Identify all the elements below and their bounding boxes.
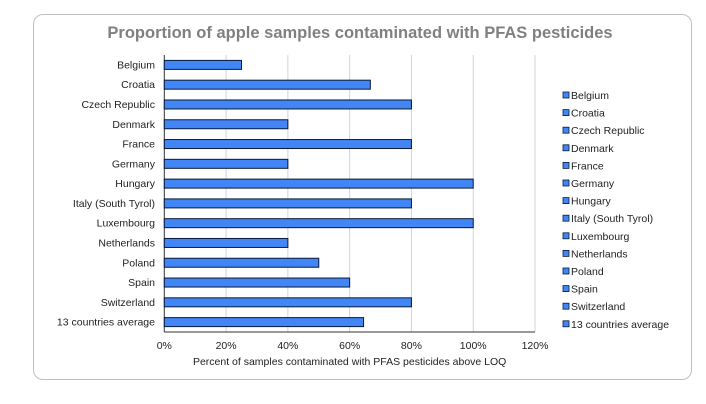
legend-entry: Poland: [571, 266, 604, 278]
x-tick-label: 0%: [157, 340, 172, 352]
legend-entry: Luxembourg: [571, 231, 630, 243]
x-tick-label: 20%: [216, 340, 237, 352]
y-tick-label: Denmark: [112, 119, 155, 131]
bar-belgium: [163, 59, 243, 70]
legend-entry: Denmark: [571, 143, 614, 155]
bar-denmark: [163, 119, 289, 130]
bar-luxembourg: [163, 218, 474, 229]
bar-poland: [163, 257, 320, 268]
legend-entry: Croatia: [571, 108, 605, 120]
y-tick-label: Luxembourg: [97, 218, 156, 230]
x-tick-label: 100%: [460, 340, 487, 352]
legend-swatch: [562, 285, 570, 293]
legend-swatch: [562, 144, 570, 152]
legend-swatch: [562, 126, 570, 134]
y-tick-label: Croatia: [121, 79, 155, 91]
y-tick-label: Netherlands: [98, 237, 155, 249]
y-tick-label: Belgium: [117, 59, 155, 71]
legend-entry: Netherlands: [571, 248, 628, 260]
legend-entry: Germany: [571, 178, 615, 190]
legend-swatch: [562, 161, 570, 169]
y-tick-label: Switzerland: [101, 297, 155, 309]
x-axis-label: Percent of samples contaminated with PFA…: [193, 356, 506, 368]
bar-13-countries-average: [163, 317, 365, 328]
bar-croatia: [163, 79, 371, 90]
y-tick-label: Czech Republic: [81, 99, 155, 111]
legend-swatch: [562, 302, 570, 310]
x-tick-label: 40%: [277, 340, 298, 352]
legend-swatch: [562, 232, 570, 240]
bar-france: [163, 139, 412, 150]
legend-swatch: [562, 109, 570, 116]
bar-czech-republic: [163, 99, 412, 110]
legend-entry: Italy (South Tyrol): [571, 213, 653, 225]
legend-entry: France: [571, 160, 604, 172]
legend-swatch: [562, 267, 570, 275]
bar-hungary: [163, 178, 474, 189]
x-tick-label: 80%: [401, 340, 422, 352]
legend-entry: Belgium: [571, 90, 609, 102]
legend-entry: Hungary: [571, 196, 611, 208]
bar-italy-south-tyrol-: [163, 198, 412, 209]
bar-netherlands: [163, 237, 289, 248]
legend-swatch: [562, 249, 570, 257]
legend-swatch: [562, 91, 570, 99]
legend-entry: Switzerland: [571, 301, 625, 313]
legend-swatch: [562, 197, 570, 205]
bar-spain: [163, 277, 351, 288]
chart-frame: [33, 14, 692, 380]
y-tick-label: Germany: [112, 158, 156, 170]
bar-germany: [163, 158, 289, 169]
legend-entry: 13 countries average: [571, 319, 669, 331]
legend-swatch: [562, 179, 570, 187]
legend-entry: Czech Republic: [571, 125, 645, 137]
y-tick-label: Hungary: [115, 178, 155, 190]
y-tick-label: Poland: [122, 257, 155, 269]
legend-swatch: [562, 214, 570, 222]
y-tick-label: 13 countries average: [57, 317, 155, 329]
legend-entry: Spain: [571, 284, 598, 296]
chart-title: Proportion of apple samples contaminated…: [107, 24, 612, 42]
x-tick-label: 120%: [522, 340, 549, 352]
y-tick-label: Spain: [128, 277, 155, 289]
y-tick-label: Italy (South Tyrol): [73, 198, 155, 210]
y-tick-label: France: [122, 139, 155, 151]
x-tick-label: 60%: [339, 340, 360, 352]
legend-swatch: [562, 320, 570, 328]
bar-switzerland: [163, 297, 412, 308]
